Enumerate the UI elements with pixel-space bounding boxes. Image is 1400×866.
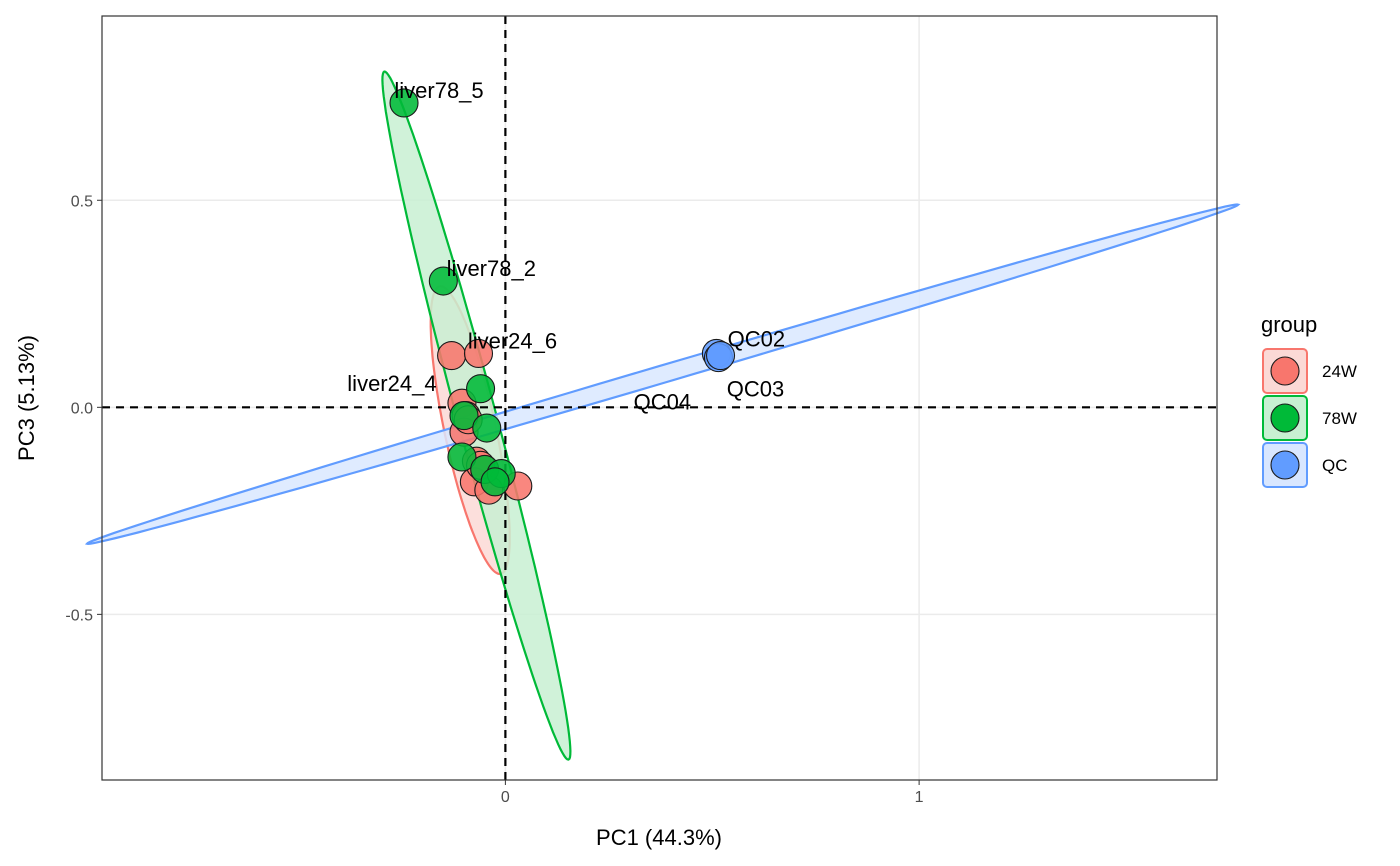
data-point-78w bbox=[447, 442, 477, 472]
plot-panel: liver78_5 liver78_2 liver24_6 liver24_4 QC02… bbox=[84, 15, 1241, 781]
data-point-78w bbox=[428, 266, 458, 296]
legend-label: 78W bbox=[1322, 409, 1357, 428]
legend-entries: 24W 78W QC bbox=[1262, 348, 1357, 488]
y-tick-label: 0.0 bbox=[71, 400, 93, 417]
point-label: liver78_5 bbox=[394, 78, 483, 103]
data-point-78w bbox=[466, 374, 496, 404]
x-tick-label: 1 bbox=[915, 789, 924, 806]
y-tick-label: -0.5 bbox=[65, 607, 93, 624]
reference-lines bbox=[102, 16, 1217, 780]
point-labels: liver78_5 liver78_2 liver24_6 liver24_4 QC02… bbox=[347, 78, 785, 415]
data-point-qc bbox=[705, 341, 736, 371]
y-tick-label: 0.5 bbox=[71, 193, 93, 210]
point-label: liver24_4 bbox=[347, 371, 436, 396]
y-axis-ticks: -0.5 0.0 0.5 bbox=[65, 193, 102, 624]
data-point-24w bbox=[463, 338, 494, 369]
data-points bbox=[389, 88, 736, 505]
legend-title: group bbox=[1261, 312, 1317, 337]
point-label: liver78_2 bbox=[447, 256, 536, 281]
x-axis-title: PC1 (44.3%) bbox=[596, 825, 722, 850]
point-label: liver24_6 bbox=[468, 328, 557, 353]
point-label: QC04 bbox=[634, 389, 691, 414]
legend-label: QC bbox=[1322, 456, 1348, 475]
point-label: QC02 bbox=[728, 326, 785, 351]
legend-marker-qc bbox=[1270, 450, 1300, 480]
x-tick-label: 0 bbox=[501, 789, 510, 806]
data-point-24w bbox=[437, 341, 467, 371]
data-point-78w bbox=[449, 401, 479, 431]
y-axis-title: PC3 (5.13%) bbox=[14, 335, 39, 461]
legend-marker-24w bbox=[1270, 356, 1300, 386]
legend-marker-78w bbox=[1270, 403, 1300, 433]
point-label: QC03 bbox=[727, 377, 784, 402]
legend-label: 24W bbox=[1322, 362, 1357, 381]
legend: group 24W 78W QC bbox=[1261, 312, 1357, 488]
data-point-78w bbox=[480, 467, 510, 497]
data-point-78w bbox=[389, 88, 419, 118]
ellipse-qc bbox=[84, 203, 1241, 546]
panel-border bbox=[101, 15, 1218, 781]
data-point-78w bbox=[472, 413, 502, 443]
panel-background bbox=[102, 16, 1217, 780]
